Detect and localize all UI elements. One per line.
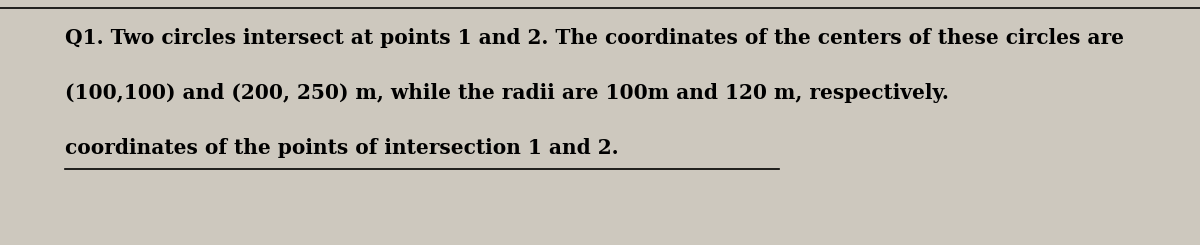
Text: Q1. Two circles intersect at points 1 and 2. The coordinates of the centers of t: Q1. Two circles intersect at points 1 an… — [65, 28, 1124, 48]
Text: coordinates of the points of intersection 1 and 2.: coordinates of the points of intersectio… — [65, 138, 619, 158]
Text: (100,100) and (200, 250) m, while the radii are 100m and 120 m, respectively.: (100,100) and (200, 250) m, while the ra… — [65, 83, 956, 103]
